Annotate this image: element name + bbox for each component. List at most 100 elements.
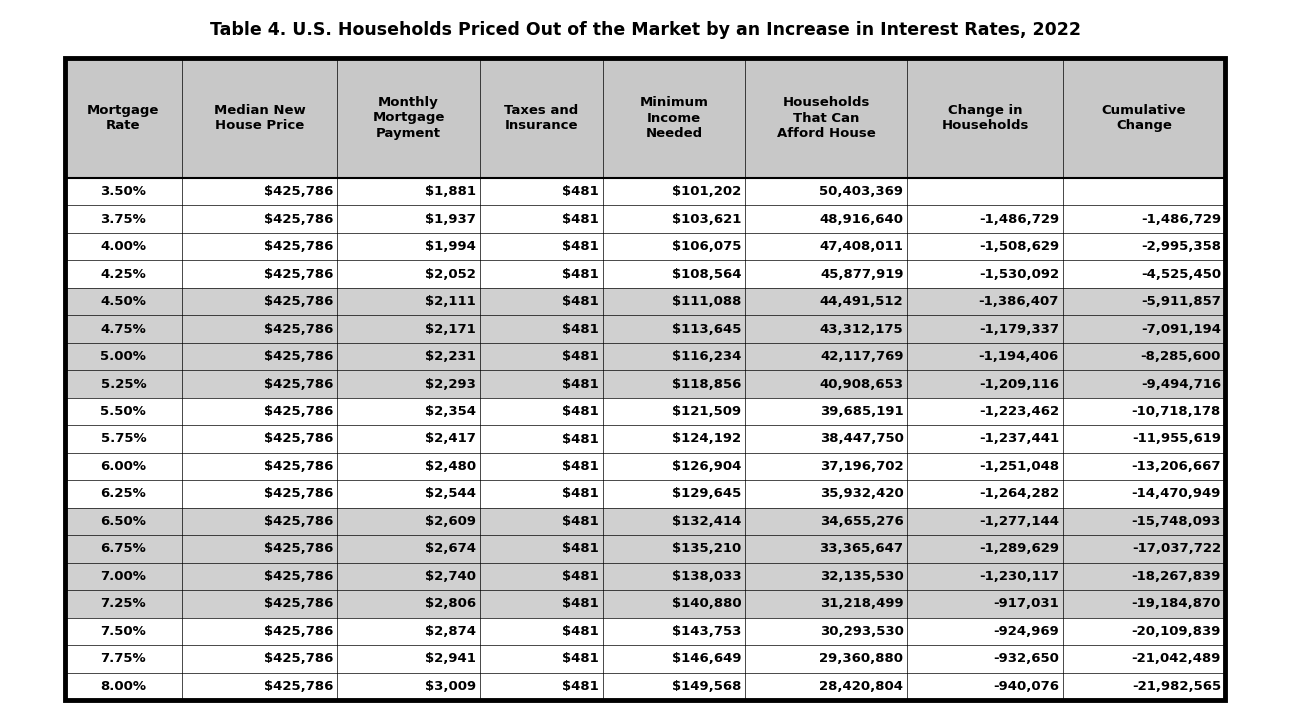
Text: $425,786: $425,786 xyxy=(263,542,333,555)
Text: $481: $481 xyxy=(562,185,599,198)
Text: -1,486,729: -1,486,729 xyxy=(1140,213,1222,226)
Text: $481: $481 xyxy=(562,240,599,253)
Text: 4.50%: 4.50% xyxy=(101,295,146,308)
Text: 40,908,653: 40,908,653 xyxy=(819,378,903,391)
Bar xyxy=(64,618,1225,645)
Text: -9,494,716: -9,494,716 xyxy=(1140,378,1222,391)
Text: 29,360,880: 29,360,880 xyxy=(819,652,903,665)
Text: $481: $481 xyxy=(562,570,599,583)
Text: $143,753: $143,753 xyxy=(672,625,742,638)
Text: $2,544: $2,544 xyxy=(424,487,476,500)
Text: 3.75%: 3.75% xyxy=(101,213,146,226)
Text: $2,806: $2,806 xyxy=(424,597,476,611)
Text: $140,880: $140,880 xyxy=(672,597,742,611)
Text: $481: $481 xyxy=(562,295,599,308)
Text: 6.25%: 6.25% xyxy=(101,487,146,500)
Bar xyxy=(64,563,1225,590)
Text: $1,881: $1,881 xyxy=(424,185,476,198)
Text: $135,210: $135,210 xyxy=(672,542,742,555)
Text: -7,091,194: -7,091,194 xyxy=(1140,322,1222,335)
Text: -1,230,117: -1,230,117 xyxy=(979,570,1059,583)
Text: -5,911,857: -5,911,857 xyxy=(1142,295,1222,308)
Text: 28,420,804: 28,420,804 xyxy=(819,680,903,693)
Bar xyxy=(64,261,1225,288)
Text: $425,786: $425,786 xyxy=(263,680,333,693)
Text: 34,655,276: 34,655,276 xyxy=(819,515,903,528)
Text: 30,293,530: 30,293,530 xyxy=(819,625,903,638)
Bar xyxy=(64,398,1225,425)
Text: 7.25%: 7.25% xyxy=(101,597,146,611)
Text: $481: $481 xyxy=(562,378,599,391)
Text: $481: $481 xyxy=(562,597,599,611)
Text: 45,877,919: 45,877,919 xyxy=(820,268,903,281)
Text: 32,135,530: 32,135,530 xyxy=(819,570,903,583)
Text: $481: $481 xyxy=(562,460,599,473)
Bar xyxy=(64,178,1225,205)
Text: $481: $481 xyxy=(562,515,599,528)
Text: $481: $481 xyxy=(562,625,599,638)
Text: -21,042,489: -21,042,489 xyxy=(1131,652,1222,665)
Text: 3.50%: 3.50% xyxy=(101,185,146,198)
Bar xyxy=(64,672,1225,700)
Text: 6.00%: 6.00% xyxy=(101,460,146,473)
Text: 8.00%: 8.00% xyxy=(101,680,146,693)
Text: $425,786: $425,786 xyxy=(263,652,333,665)
Text: Change in
Households: Change in Households xyxy=(942,104,1029,132)
Bar xyxy=(64,288,1225,315)
Bar xyxy=(64,507,1225,535)
Text: 7.00%: 7.00% xyxy=(101,570,146,583)
Text: $116,234: $116,234 xyxy=(672,350,742,363)
Bar xyxy=(64,645,1225,672)
Text: 50,403,369: 50,403,369 xyxy=(819,185,903,198)
Text: $425,786: $425,786 xyxy=(263,350,333,363)
Bar xyxy=(64,480,1225,507)
Text: 37,196,702: 37,196,702 xyxy=(820,460,903,473)
Bar xyxy=(64,233,1225,261)
Text: $425,786: $425,786 xyxy=(263,487,333,500)
Text: $2,052: $2,052 xyxy=(424,268,476,281)
Text: 5.25%: 5.25% xyxy=(101,378,146,391)
Text: -1,223,462: -1,223,462 xyxy=(979,405,1059,418)
Bar xyxy=(64,58,1225,178)
Text: $2,874: $2,874 xyxy=(424,625,476,638)
Text: $118,856: $118,856 xyxy=(672,378,742,391)
Text: $481: $481 xyxy=(562,268,599,281)
Text: $2,674: $2,674 xyxy=(424,542,476,555)
Text: -1,289,629: -1,289,629 xyxy=(979,542,1059,555)
Bar xyxy=(64,590,1225,618)
Text: 48,916,640: 48,916,640 xyxy=(819,213,903,226)
Text: 42,117,769: 42,117,769 xyxy=(820,350,903,363)
Text: $138,033: $138,033 xyxy=(672,570,742,583)
Text: $106,075: $106,075 xyxy=(672,240,742,253)
Text: 47,408,011: 47,408,011 xyxy=(819,240,903,253)
Text: -940,076: -940,076 xyxy=(993,680,1059,693)
Text: 5.00%: 5.00% xyxy=(101,350,146,363)
Text: -1,209,116: -1,209,116 xyxy=(979,378,1059,391)
Text: $425,786: $425,786 xyxy=(263,625,333,638)
Text: 5.75%: 5.75% xyxy=(101,433,146,446)
Text: $108,564: $108,564 xyxy=(672,268,742,281)
Text: $146,649: $146,649 xyxy=(672,652,742,665)
Text: 31,218,499: 31,218,499 xyxy=(820,597,903,611)
Text: $481: $481 xyxy=(562,213,599,226)
Text: $2,354: $2,354 xyxy=(424,405,476,418)
Text: $126,904: $126,904 xyxy=(672,460,742,473)
Text: 7.50%: 7.50% xyxy=(101,625,146,638)
Text: 35,932,420: 35,932,420 xyxy=(819,487,903,500)
Text: $101,202: $101,202 xyxy=(672,185,742,198)
Text: $481: $481 xyxy=(562,487,599,500)
Text: $425,786: $425,786 xyxy=(263,295,333,308)
Bar xyxy=(64,58,1225,700)
Text: -14,470,949: -14,470,949 xyxy=(1131,487,1222,500)
Text: 7.75%: 7.75% xyxy=(101,652,146,665)
Bar xyxy=(64,315,1225,343)
Text: $425,786: $425,786 xyxy=(263,597,333,611)
Bar xyxy=(64,343,1225,370)
Bar xyxy=(64,58,1225,700)
Text: -1,179,337: -1,179,337 xyxy=(979,322,1059,335)
Text: $3,009: $3,009 xyxy=(424,680,476,693)
Text: 4.25%: 4.25% xyxy=(101,268,146,281)
Text: $124,192: $124,192 xyxy=(672,433,742,446)
Text: -10,718,178: -10,718,178 xyxy=(1131,405,1222,418)
Text: -13,206,667: -13,206,667 xyxy=(1131,460,1222,473)
